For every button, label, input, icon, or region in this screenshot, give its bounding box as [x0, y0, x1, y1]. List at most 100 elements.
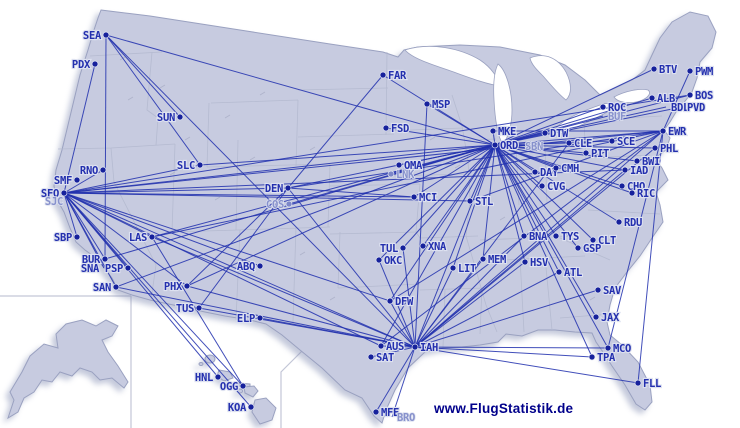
route-IAH-SAV [414, 289, 599, 348]
route-ORD-SFO [63, 144, 496, 194]
lake-ontario [613, 89, 650, 104]
airport-label-DEN: DEN [265, 183, 283, 195]
route-ORD-DFW [389, 144, 496, 302]
route-ORD-CMH [494, 144, 557, 169]
airport-label-LNK: LNK [396, 169, 415, 181]
airport-AUS: AUS [377, 340, 405, 354]
airport-dot-ABQ [256, 262, 264, 270]
hawaii-niihau [198, 362, 204, 366]
route-ORD-ATL [494, 144, 560, 273]
routes-layer [63, 34, 691, 418]
airport-dot-LNK [387, 170, 395, 178]
route-ORD-IAD [494, 144, 626, 171]
airport-DEN: DEN [264, 182, 292, 196]
airport-MSP: MSP [423, 98, 451, 112]
airport-label-BRO: BRO [397, 412, 415, 424]
airport-label-PSP: PSP [105, 263, 123, 275]
airport-dot-DEN [284, 184, 292, 192]
route-SFO-SAN [63, 192, 117, 288]
airport-SLC: SLC [176, 159, 204, 173]
route-ORD-GSP [494, 144, 579, 249]
airport-label-COS: COS [266, 199, 284, 211]
airport-BNA: BNA [520, 230, 549, 244]
airport-CVG: CVG [538, 180, 566, 194]
airport-label-MCO: MCO [613, 343, 631, 355]
route-ORD-MCI [413, 144, 496, 198]
airport-PHX: PHX [163, 280, 191, 294]
hawaii-big-island [251, 397, 277, 425]
airport-label-SBP: SBP [54, 232, 72, 244]
airport-FAR: FAR [379, 69, 408, 83]
airport-label-TPA: TPA [597, 352, 616, 364]
route-SFO-PHX [63, 192, 188, 287]
route-ORD-CHO [494, 144, 623, 187]
route-ORD-ALB [494, 97, 653, 146]
airport-label-CMH: CMH [561, 163, 579, 175]
airport-dot-DTW [541, 129, 549, 137]
airport-KOA: KOA [227, 401, 255, 415]
route-SFO-BOS [63, 94, 691, 194]
airport-FLL: FLL [634, 377, 662, 391]
route-EWR-MCO [607, 130, 664, 349]
route-ORD-PHX [186, 144, 496, 287]
route-DEN-TUS [198, 187, 289, 309]
airport-DFW: DFW [386, 295, 415, 309]
airport-label-XNA: XNA [428, 241, 447, 253]
route-IAH-LAS [151, 236, 416, 348]
route-DEN-MCI [287, 187, 415, 198]
airport-label-BUF: BUF [608, 111, 626, 123]
airport-MCI: MCI [410, 191, 438, 205]
airport-dot-KOA [247, 403, 255, 411]
route-SFO-IAH [63, 192, 416, 348]
airport-COS: COS [265, 198, 293, 212]
airport-SAT: SAT [367, 351, 395, 365]
airport-dot-TYS [552, 232, 560, 240]
airport-label-DTW: DTW [550, 128, 569, 140]
airport-BTV: BTV [650, 63, 679, 77]
airport-label-SUN: SUN [157, 112, 175, 124]
airport-OKC: OKC [375, 254, 403, 268]
airport-label-SAV: SAV [603, 285, 622, 297]
route-IAH-PHL [414, 147, 656, 348]
airport-IAH: IAH [411, 341, 439, 355]
airport-label-LAS: LAS [129, 232, 147, 244]
airport-SJC: SJC [44, 195, 64, 209]
route-DEN-PHX [186, 187, 289, 287]
airport-dot-LIT [449, 264, 457, 272]
airport-dot-BNA [520, 232, 528, 240]
airport-dot-JAX [592, 313, 600, 321]
airport-dot-CHO [618, 182, 626, 190]
watermark-url: www.FlugStatistik.de [434, 401, 574, 416]
airport-label-KOA: KOA [228, 402, 247, 414]
airport-CLT: CLT [589, 234, 617, 248]
airport-dot-MKE [489, 127, 497, 135]
airport-LAS: LAS [128, 231, 156, 245]
route-ORD-SAN [115, 144, 496, 288]
airport-label-AUS: AUS [386, 341, 404, 353]
route-SEA-SLC [105, 34, 201, 166]
route-ORD-CVG [494, 144, 543, 187]
airport-TPA: TPA [588, 351, 617, 365]
airport-dot-SEA [102, 31, 110, 39]
airport-dot-XNA [419, 242, 427, 250]
airport-label-BOS: BOS [695, 90, 713, 102]
airport-BUF: BUF [607, 110, 627, 124]
airport-BDL: BDL [670, 101, 691, 115]
airport-dot-OGG [239, 382, 247, 390]
airport-BRO: BRO [396, 411, 416, 425]
airport-MFE: MFE [372, 406, 400, 420]
airport-dot-MCO [604, 344, 612, 352]
airport-dot-PSP [124, 264, 132, 272]
airport-label-PHL: PHL [660, 143, 678, 155]
airport-label-PWM: PWM [695, 66, 713, 78]
route-ORD-BWI [494, 144, 638, 162]
route-IAH-BNA [414, 235, 525, 348]
airport-dot-AUS [377, 342, 385, 350]
airport-dot-FSD [382, 124, 390, 132]
airport-dot-SAV [594, 286, 602, 294]
route-IAH-FLL [414, 346, 639, 384]
airport-label-BUR: BUR [82, 254, 101, 266]
route-ORD-LIT [452, 144, 496, 269]
airport-dot-PIT [582, 149, 590, 157]
route-ORD-IAH [414, 144, 496, 348]
